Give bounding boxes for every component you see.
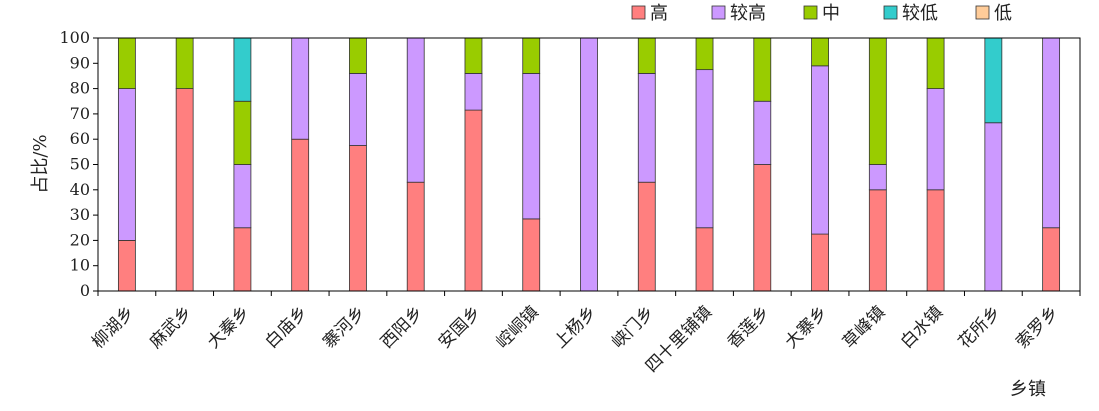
y-tick-label: 50 xyxy=(70,155,90,174)
bar-segment xyxy=(118,89,135,241)
bar-segment xyxy=(465,38,482,73)
x-tick-label: 索罗乡 xyxy=(1012,302,1062,352)
x-tick-label: 西阳乡 xyxy=(377,302,427,352)
bar-segment xyxy=(234,228,251,291)
bar-segment xyxy=(118,38,135,89)
legend-label: 中 xyxy=(822,3,840,24)
x-tick-label: 寨河乡 xyxy=(319,302,369,352)
y-axis: 0 10 20 30 40 50 60 70 80 90 100 xyxy=(59,28,98,300)
x-tick-label: 草峰镇 xyxy=(839,302,889,352)
legend-swatch xyxy=(884,6,897,19)
bar-segment xyxy=(523,73,540,218)
bar-segment xyxy=(812,38,829,66)
bar-segment xyxy=(176,89,193,291)
x-tick-label: 崆峒镇 xyxy=(493,302,543,352)
bar-segment xyxy=(407,38,424,182)
y-tick-label: 60 xyxy=(70,129,90,148)
legend-label: 较高 xyxy=(730,3,766,24)
bar-segment xyxy=(581,38,598,291)
bar-segment xyxy=(118,240,135,291)
x-tick-label: 白水镇 xyxy=(897,302,947,352)
y-tick-label: 70 xyxy=(70,104,90,123)
legend-label: 低 xyxy=(994,3,1012,24)
bar-segment xyxy=(407,182,424,291)
bar-segment xyxy=(869,190,886,291)
x-axis-label: 乡镇 xyxy=(1010,379,1046,400)
bar-segment xyxy=(812,66,829,234)
legend-swatch xyxy=(632,6,645,19)
bar-segment xyxy=(349,73,366,145)
y-axis-label: 占比/% xyxy=(30,134,51,193)
bar-segment xyxy=(523,38,540,73)
x-tick-label: 安国乡 xyxy=(435,302,485,352)
bar-segment xyxy=(465,73,482,110)
legend-label: 高 xyxy=(650,3,668,24)
bar-segment xyxy=(754,165,771,292)
y-tick-label: 30 xyxy=(70,205,90,224)
bar-segment xyxy=(696,38,713,70)
legend-swatch xyxy=(712,6,725,19)
bar-segment xyxy=(985,123,1002,291)
bar-segment xyxy=(869,38,886,165)
bar-segment xyxy=(927,190,944,291)
bar-segment xyxy=(234,101,251,164)
x-tick-label: 上杨乡 xyxy=(550,302,600,352)
bar-segment xyxy=(754,38,771,101)
bar-segment xyxy=(869,165,886,190)
y-tick-label: 10 xyxy=(70,256,90,275)
bar-segment xyxy=(234,38,251,101)
legend-swatch xyxy=(976,6,989,19)
bar-segment xyxy=(696,228,713,291)
y-tick-label: 0 xyxy=(80,281,90,300)
x-tick-label: 白庙乡 xyxy=(262,302,312,352)
bar-segment xyxy=(696,70,713,228)
x-tick-label: 峡门乡 xyxy=(608,302,658,352)
bars xyxy=(118,38,1059,291)
bar-segment xyxy=(754,101,771,164)
x-tick-label: 麻武乡 xyxy=(146,302,196,352)
legend-label: 较低 xyxy=(902,3,938,24)
bar-segment xyxy=(1043,228,1060,291)
bar-segment xyxy=(292,139,309,291)
bar-segment xyxy=(638,182,655,291)
y-tick-label: 40 xyxy=(70,180,90,199)
bar-segment xyxy=(927,89,944,190)
x-tick-label: 大寨乡 xyxy=(781,302,831,352)
bar-segment xyxy=(465,110,482,291)
bar-segment xyxy=(176,38,193,89)
x-tick-label: 香莲乡 xyxy=(724,302,774,352)
bar-segment xyxy=(812,234,829,291)
y-tick-label: 80 xyxy=(70,79,90,98)
bar-segment xyxy=(985,38,1002,123)
legend-swatch xyxy=(804,6,817,19)
bar-segment xyxy=(292,38,309,139)
bar-segment xyxy=(349,146,366,291)
y-tick-label: 90 xyxy=(70,53,90,72)
x-tick-label: 大秦乡 xyxy=(204,302,254,352)
bar-segment xyxy=(638,38,655,73)
bar-segment xyxy=(927,38,944,89)
bar-segment xyxy=(349,38,366,73)
legend: 高 较高 中 较低 低 xyxy=(632,3,1012,24)
x-tick-label: 柳湖乡 xyxy=(88,302,138,352)
bar-segment xyxy=(638,73,655,182)
y-tick-label: 100 xyxy=(59,28,90,47)
bar-segment xyxy=(523,219,540,291)
bar-segment xyxy=(1043,38,1060,228)
y-tick-label: 20 xyxy=(70,230,90,249)
bar-segment xyxy=(234,165,251,228)
x-tick-label: 花所乡 xyxy=(955,302,1005,352)
